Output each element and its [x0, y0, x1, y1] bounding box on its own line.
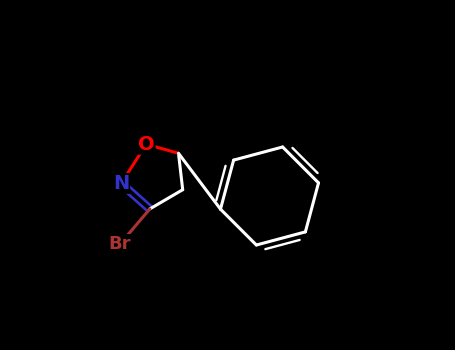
- Text: N: N: [113, 174, 129, 193]
- Text: Br: Br: [109, 235, 131, 253]
- Text: O: O: [138, 135, 155, 154]
